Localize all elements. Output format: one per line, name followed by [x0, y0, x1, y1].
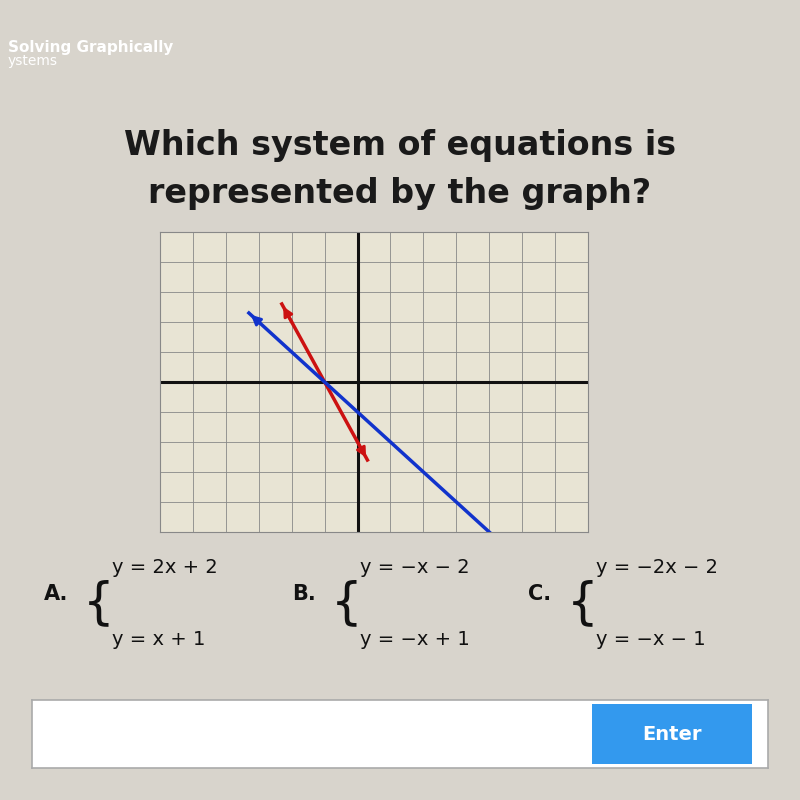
Text: {: { [82, 579, 114, 627]
Text: {: { [566, 579, 598, 627]
Text: y = −x + 1: y = −x + 1 [360, 630, 470, 649]
Text: {: { [330, 579, 362, 627]
Text: Solving Graphically: Solving Graphically [8, 40, 174, 55]
Text: y = −2x − 2: y = −2x − 2 [596, 558, 718, 578]
Text: ystems: ystems [8, 54, 58, 68]
Text: y = −x − 2: y = −x − 2 [360, 558, 470, 578]
Text: B.: B. [292, 584, 316, 604]
Text: A.: A. [44, 584, 68, 604]
Text: Enter: Enter [642, 725, 702, 743]
Text: represented by the graph?: represented by the graph? [149, 178, 651, 210]
Text: C.: C. [528, 584, 551, 604]
Text: y = −x − 1: y = −x − 1 [596, 630, 706, 649]
Text: y = x + 1: y = x + 1 [112, 630, 206, 649]
Text: Which system of equations is: Which system of equations is [124, 130, 676, 162]
FancyBboxPatch shape [584, 701, 760, 767]
Text: y = 2x + 2: y = 2x + 2 [112, 558, 218, 578]
